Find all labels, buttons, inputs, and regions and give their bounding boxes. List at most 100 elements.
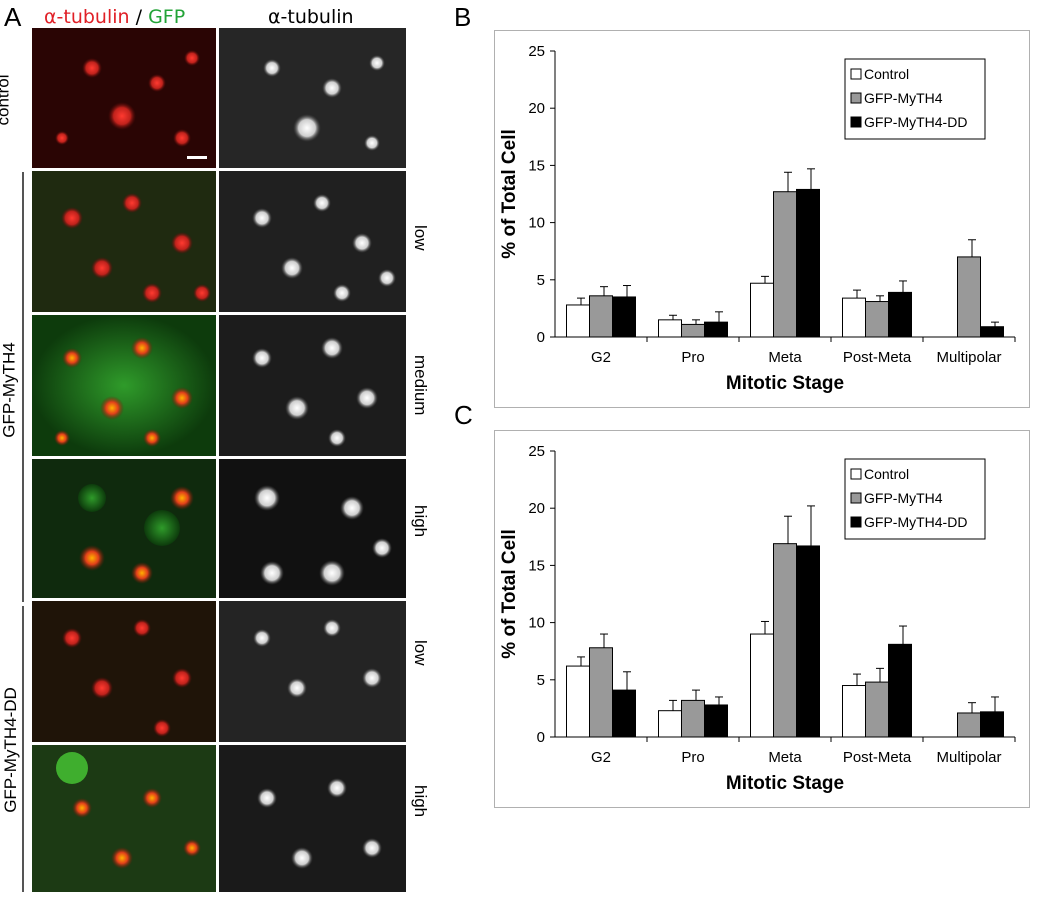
chart-b-bar: [704, 321, 728, 338]
row-label-mytH4dd: GFP-MyTH4-DD: [0, 687, 20, 813]
chart-b-bar: [589, 295, 613, 338]
level-label-medium: medium: [411, 355, 430, 416]
chart-b-x-axis-title: Mitotic Stage: [726, 373, 844, 394]
level-label-low-2: low: [411, 640, 430, 666]
chart-b-bar: [842, 297, 866, 338]
chart-c-ytick-label: 10: [528, 615, 545, 632]
chart-c-x-axis-title: Mitotic Stage: [726, 773, 844, 794]
chart-b-xtick-label: Post-Meta: [843, 349, 912, 366]
chart-c-ytick-label: 15: [528, 557, 545, 574]
chart-c-legend-box: [844, 458, 986, 540]
chart-c-bar: [796, 545, 820, 738]
tile-control-gray: [219, 28, 406, 168]
tile-mytH4dd-high-gray: [219, 745, 406, 892]
level-label-high-2: high: [411, 785, 430, 818]
chart-b-ytick-label: 20: [528, 100, 545, 117]
level-label-low-1: low: [411, 225, 430, 251]
chart-c-bar: [980, 711, 1004, 738]
chart-c-xtick-label: G2: [591, 749, 611, 766]
column-header-grayscale: α-tubulin: [268, 6, 354, 28]
chart-c-ytick-label: 25: [528, 443, 545, 460]
chart-c-legend-label: GFP-MyTH4-DD: [864, 514, 967, 530]
chart-c-ytick-label: 5: [537, 672, 545, 689]
chart-b-bar: [957, 256, 981, 338]
chart-c-legend-swatch: [850, 468, 862, 480]
tile-mytH4-medium-gray: [219, 315, 406, 456]
chart-b-svg: 0 5 10 15 20 25 G2 Pro Meta Post-Meta Multipolar Mi…: [499, 43, 1016, 394]
row-label-mytH4: GFP-MyTH4: [0, 342, 19, 438]
chart-c-bar: [681, 699, 705, 738]
tile-mytH4-low-merged: [32, 171, 216, 312]
chart-b-xtick-label: Pro: [681, 349, 704, 366]
chart-b-ytick-label: 25: [528, 43, 545, 60]
tile-mytH4-low-gray: [219, 171, 406, 312]
chart-b-xtick-label: Meta: [768, 349, 802, 366]
tile-control-merged: [32, 28, 216, 168]
chart-c-legend-swatch: [850, 516, 862, 528]
chart-c-bar: [750, 633, 774, 738]
chart-c-bar: [612, 689, 636, 738]
tile-mytH4dd-high-merged: [32, 745, 216, 892]
chart-c-xtick-label: Post-Meta: [843, 749, 912, 766]
chart-b-legend-label: Control: [864, 66, 909, 82]
column-header-green-channel: GFP: [148, 6, 186, 28]
chart-b-bar: [865, 301, 889, 338]
chart-c-bar: [842, 685, 866, 738]
chart-b-legend-swatch: [850, 68, 862, 80]
row-label-control: control: [0, 74, 13, 126]
tile-mytH4dd-low-gray: [219, 601, 406, 742]
chart-c-bar: [865, 681, 889, 738]
panel-b-label: B: [454, 2, 472, 32]
chart-b-bar: [566, 304, 590, 338]
chart-b-legend-label: GFP-MyTH4-DD: [864, 114, 967, 130]
panel-c-label: C: [454, 400, 473, 430]
chart-b-legend-swatch: [850, 116, 862, 128]
chart-b-ytick-label: 5: [537, 272, 545, 289]
chart-b-bar: [888, 291, 912, 338]
chart-c-bar: [773, 543, 797, 738]
chart-c-bar: [957, 712, 981, 738]
chart-c-xtick-label: Pro: [681, 749, 704, 766]
chart-b-bar: [750, 282, 774, 338]
chart-c-legend-swatch: [850, 492, 862, 504]
micrograph-grid: [32, 28, 406, 892]
chart-b-frame: 0 5 10 15 20 25 G2 Pro Meta Post-Meta Multipolar Mi…: [494, 30, 1030, 408]
tile-mytH4-medium-merged: [32, 315, 216, 456]
group-bracket-mytH4dd: [22, 606, 24, 892]
level-label-high-1: high: [411, 505, 430, 538]
chart-c-xtick-label: Multipolar: [936, 749, 1001, 766]
chart-c-ytick-label: 0: [537, 729, 545, 746]
chart-b-y-axis-title: % of Total Cell: [499, 129, 520, 258]
chart-c-bar: [658, 710, 682, 738]
tile-mytH4-high-merged: [32, 459, 216, 598]
chart-c-bar: [566, 665, 590, 738]
chart-c-frame: 0 5 10 15 20 25 G2 Pro Meta Post-Meta Multipolar Mi…: [494, 430, 1030, 808]
column-header-merged: α-tubulin / GFP: [44, 6, 185, 28]
chart-c-bar: [589, 647, 613, 738]
chart-c-ytick-label: 20: [528, 500, 545, 517]
chart-b-legend-label: GFP-MyTH4: [864, 90, 943, 106]
chart-c-bar: [888, 643, 912, 738]
column-header-separator: /: [129, 6, 149, 28]
chart-c-legend-label: GFP-MyTH4: [864, 490, 943, 506]
chart-b-xtick-label: G2: [591, 349, 611, 366]
chart-b-ytick-label: 15: [528, 157, 545, 174]
chart-c-svg: 0 5 10 15 20 25 G2 Pro Meta Post-Meta Multipolar Mi…: [499, 443, 1016, 794]
chart-b-legend-swatch: [850, 92, 862, 104]
chart-b-ytick-label: 0: [537, 329, 545, 346]
chart-b-bar: [681, 323, 705, 338]
chart-b-bar: [773, 191, 797, 338]
chart-b-ytick-label: 10: [528, 215, 545, 232]
column-header-red-channel: α-tubulin: [44, 6, 130, 28]
micrograph-tiles: [32, 28, 406, 892]
tile-mytH4dd-low-merged: [32, 601, 216, 742]
chart-b-xtick-label: Multipolar: [936, 349, 1001, 366]
chart-b-bar: [980, 326, 1004, 338]
chart-b-bar: [612, 296, 636, 338]
chart-b-legend-box: [844, 58, 986, 140]
panel-a-label: A: [4, 2, 22, 32]
chart-c-y-axis-title: % of Total Cell: [499, 529, 520, 658]
chart-c-xtick-label: Meta: [768, 749, 802, 766]
chart-b-bar: [658, 319, 682, 338]
group-bracket-mytH4: [22, 172, 24, 602]
